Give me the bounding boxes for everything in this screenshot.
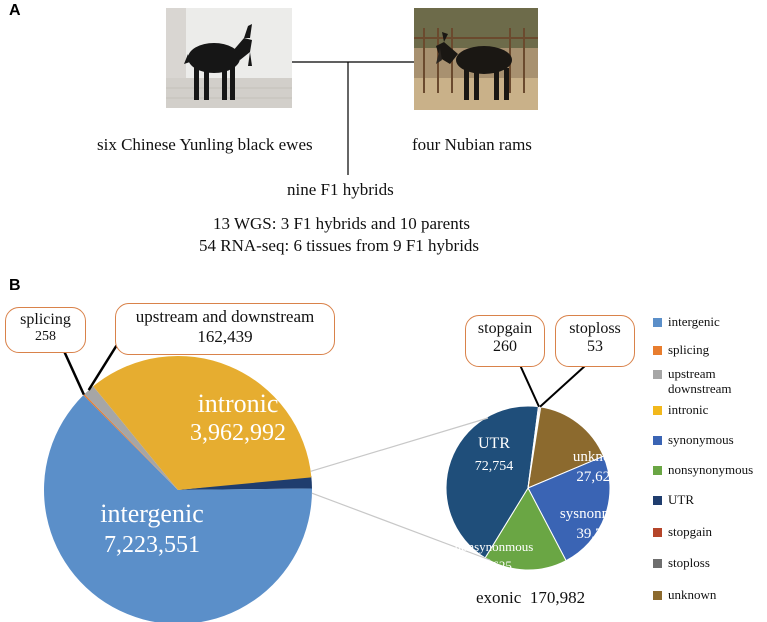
exonic-total: 170,982 [529, 588, 586, 607]
legend-label: UTR [668, 492, 694, 507]
utr-label: UTR [478, 435, 510, 452]
f1-caption: nine F1 hybrids [287, 180, 394, 199]
legend-label: stoploss [668, 555, 710, 570]
legend-label: stopgain [668, 524, 713, 539]
goat-photo-icon [414, 8, 538, 110]
goat-photo-icon [166, 8, 292, 108]
pie-slice-splicing [83, 394, 178, 490]
stopgain-leader [519, 364, 540, 408]
legend-item: synonymous [653, 430, 734, 450]
legend-label-line1: upstream [668, 366, 716, 381]
intergenic-value: 7,223,551 [104, 532, 200, 558]
pie-slice-intronic [93, 356, 312, 490]
genomic-region-pie [43, 356, 312, 622]
stopgain-callout: stopgain 260 [465, 315, 545, 367]
legend-swatch [653, 370, 662, 379]
exonic-pie [445, 405, 611, 571]
legend-item: unknown [653, 585, 716, 605]
connector-bottom [311, 492, 491, 561]
legend-item: intronic [653, 400, 708, 420]
stoploss-callout-name: stoploss [569, 320, 621, 337]
splicing-callout: splicing 258 [5, 307, 86, 353]
yunling-caption: six Chinese Yunling black ewes [97, 135, 313, 154]
legend-item: stopgain [653, 522, 712, 542]
legend-item: UTR [653, 490, 694, 510]
legend-swatch [653, 435, 662, 445]
sysnonmous-label: sysnonmous [560, 506, 634, 522]
connector-top [310, 417, 489, 472]
exonic-caption: exonic 170,982 [476, 588, 585, 608]
splicing-callout-value: 258 [35, 329, 56, 344]
legend-item: stoploss [653, 553, 710, 573]
legend-swatch [653, 345, 662, 355]
legend-swatch [653, 405, 662, 415]
unknow-value: 27,625 [576, 469, 617, 485]
stopgain-callout-value: 260 [493, 338, 517, 355]
intronic-value: 3,962,992 [190, 420, 286, 446]
exonic-slice-unknow [527, 406, 605, 489]
stoploss-leader [539, 364, 587, 408]
updown-callout: upstream and downstream 162,439 [115, 303, 335, 355]
legend-swatch [653, 590, 662, 600]
cross-lines [292, 61, 414, 175]
updown-callout-value: 162,439 [197, 327, 253, 346]
yunling-ewe-photo [166, 8, 292, 108]
splicing-leader [62, 350, 86, 396]
exonic-slice-sysnonmous [527, 455, 611, 562]
wgs-line: 13 WGS: 3 F1 hybrids and 10 parents [213, 214, 471, 233]
legend-item: nonsynonymous [653, 460, 753, 480]
splicing-callout-name: splicing [20, 311, 71, 328]
legend-label: intronic [668, 402, 709, 417]
sysnonmous-value: 39,775 [576, 526, 617, 542]
legend-label: intergenic [668, 314, 720, 329]
nonsynonmous-value: 27,625 [476, 558, 512, 573]
intergenic-label: intergenic [100, 499, 203, 528]
panel-a-label: A [9, 2, 21, 19]
panel-b-label: B [9, 277, 21, 294]
legend-label: unknown [668, 587, 717, 602]
legend-label: nonsynonymous [668, 462, 754, 477]
updown-callout-name: upstream and downstream [135, 307, 315, 326]
utr-value: 72,754 [475, 459, 514, 474]
exonic-slice-UTR [445, 405, 540, 559]
legend-item: splicing [653, 340, 709, 360]
unknow-label: unknow [573, 449, 622, 465]
legend-label: synonymous [668, 432, 734, 447]
legend-label: upstream downstream [668, 366, 732, 396]
pie-slice-intergenic [43, 395, 312, 622]
legend-label: splicing [668, 342, 710, 357]
stopgain-callout-name: stopgain [477, 320, 533, 337]
legend-item: intergenic [653, 312, 720, 332]
intronic-label: intronic [198, 389, 279, 418]
legend-swatch [653, 495, 662, 505]
rnaseq-line: 54 RNA-seq: 6 tissues from 9 F1 hybrids [199, 236, 480, 255]
legend-swatch [653, 465, 662, 475]
nonsynonmous-label: nonsynonmous [455, 539, 534, 554]
legend-label-line2: downstream [668, 381, 732, 396]
legend-swatch [653, 527, 662, 537]
legend-item: upstream downstream [653, 366, 732, 400]
updown-leader [87, 339, 122, 391]
nubian-ram-photo [414, 8, 538, 110]
stoploss-callout-value: 53 [587, 338, 603, 355]
exonic-title: exonic [476, 588, 522, 607]
connector-lines [62, 339, 587, 561]
nubian-caption: four Nubian rams [412, 135, 532, 154]
stoploss-callout: stoploss 53 [555, 315, 635, 367]
legend-swatch [653, 558, 662, 568]
legend-swatch [653, 317, 662, 327]
pie-slice-upstream-and-downstream [84, 386, 178, 490]
